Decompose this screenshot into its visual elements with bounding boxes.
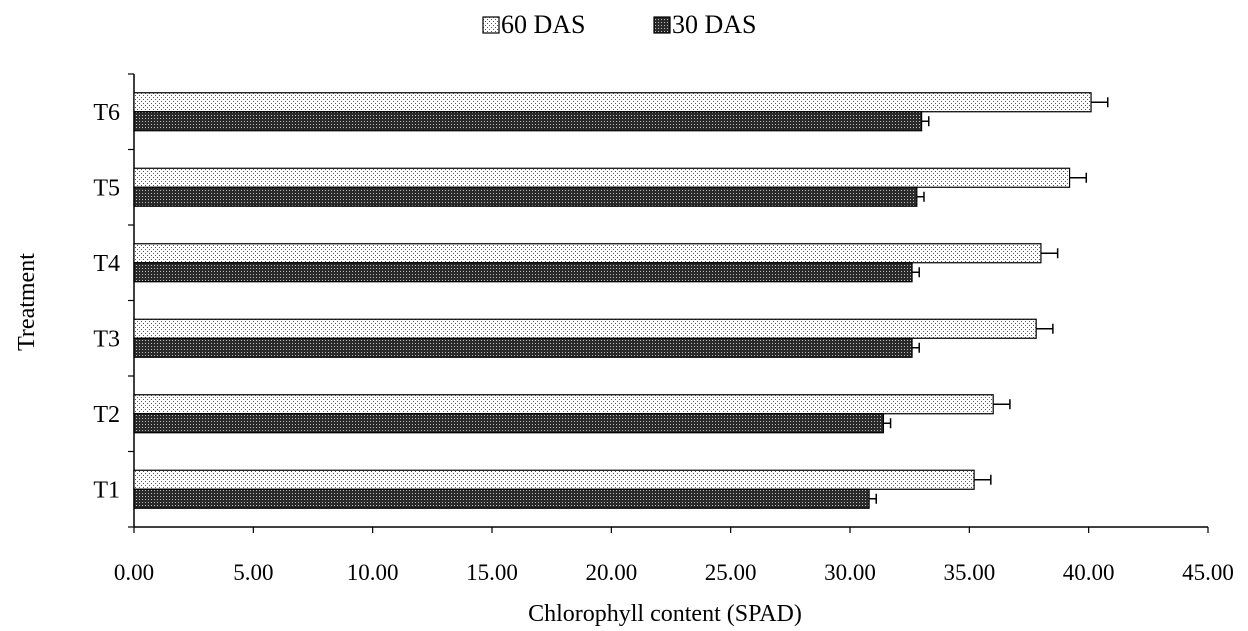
x-tick-label: 15.00 <box>466 560 518 585</box>
y-tick-label: T1 <box>93 477 120 503</box>
x-tick-label: 40.00 <box>1063 560 1115 585</box>
legend: 60 DAS 30 DAS <box>482 10 757 39</box>
bar <box>133 262 913 283</box>
bar <box>133 111 923 132</box>
bar <box>133 413 885 434</box>
x-tick-label: 0.00 <box>114 560 154 585</box>
legend-label: 30 DAS <box>672 10 757 39</box>
y-tick-label: T3 <box>93 326 120 352</box>
bar <box>133 186 918 207</box>
y-tick-label: T5 <box>93 175 120 201</box>
x-tick-label: 45.00 <box>1182 560 1234 585</box>
bar <box>133 488 870 509</box>
y-tick-label: T4 <box>93 251 120 277</box>
x-axis-title: Chlorophyll content (SPAD) <box>528 601 802 627</box>
x-tick-label: 10.00 <box>347 560 399 585</box>
bar <box>133 167 1071 188</box>
bar <box>133 318 1037 339</box>
x-tick-label: 25.00 <box>705 560 757 585</box>
legend-label: 60 DAS <box>501 10 586 39</box>
y-axis-title: Treatment <box>14 253 40 351</box>
y-tick-label: T6 <box>93 100 120 126</box>
plot-area: 0.00 5.00 10.00 15.00 20.00 25.00 30.00 35.00 40… <box>93 73 1234 585</box>
bar <box>133 394 994 415</box>
x-tick-label: 35.00 <box>943 560 995 585</box>
bar <box>133 243 1042 264</box>
bar <box>133 337 913 358</box>
legend-swatch <box>653 16 671 34</box>
legend-swatch <box>482 16 500 34</box>
bar <box>133 469 975 490</box>
y-tick-label: T2 <box>93 402 120 428</box>
bar <box>133 92 1092 113</box>
x-tick-label: 30.00 <box>824 560 876 585</box>
x-tick-label: 20.00 <box>585 560 637 585</box>
x-tick-label: 5.00 <box>233 560 273 585</box>
